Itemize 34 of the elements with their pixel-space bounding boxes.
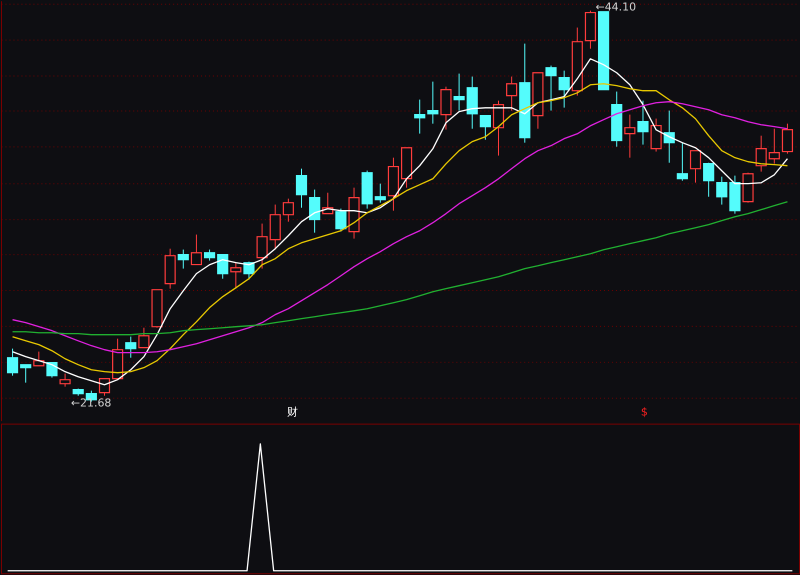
candlestick <box>46 362 58 378</box>
candlestick <box>296 168 308 208</box>
candlestick <box>204 249 216 262</box>
candlestick <box>454 73 465 112</box>
candlestick <box>309 189 320 234</box>
annotation: $ <box>640 406 648 419</box>
annotation: ←44.10 <box>596 0 636 14</box>
candlestick <box>125 336 136 358</box>
candlestick <box>703 162 714 198</box>
candlestick <box>506 76 518 112</box>
annotation: ←21.68 <box>70 396 112 410</box>
annotation: 财 <box>286 406 298 419</box>
candlestick <box>624 114 636 158</box>
candlestick <box>6 348 18 376</box>
candlestick <box>138 327 150 348</box>
candlestick <box>217 254 228 280</box>
candlestick <box>20 364 32 384</box>
candlestick <box>60 373 71 388</box>
candlestick <box>256 223 268 270</box>
candlestick <box>480 115 491 140</box>
candlestick <box>782 123 794 154</box>
candlestick <box>545 65 557 112</box>
candlestick <box>664 110 675 164</box>
candlestick <box>178 249 189 270</box>
candlestick <box>716 176 728 206</box>
candlestick <box>335 208 346 232</box>
candlestick <box>190 234 202 266</box>
candlestick <box>650 118 662 152</box>
candlestick <box>637 100 649 146</box>
candlestick <box>230 262 242 290</box>
candlestick <box>558 70 570 108</box>
candlestick <box>676 142 688 182</box>
candlestick <box>282 198 294 222</box>
candlestick <box>690 150 702 184</box>
